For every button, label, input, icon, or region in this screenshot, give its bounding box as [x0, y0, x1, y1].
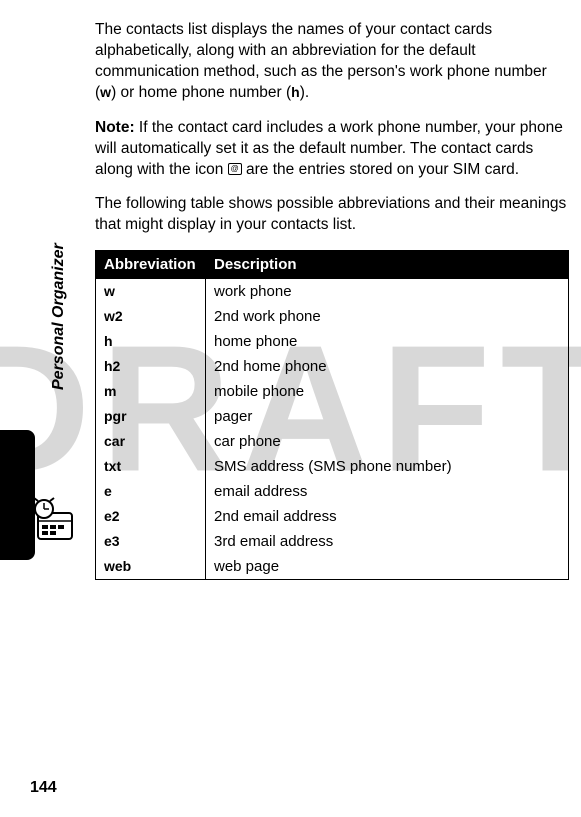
cell-description: email address — [206, 479, 569, 504]
cell-abbreviation: web — [96, 554, 206, 580]
abbr-h-inline: h — [291, 84, 300, 100]
table-row: wwork phone — [96, 279, 569, 305]
table-row: pgrpager — [96, 404, 569, 429]
cell-abbreviation: w2 — [96, 304, 206, 329]
table-row: e33rd email address — [96, 529, 569, 554]
abbreviation-table: Abbreviation Description wwork phonew22n… — [95, 250, 569, 580]
cell-abbreviation: txt — [96, 454, 206, 479]
abbr-w-inline: w — [100, 84, 111, 100]
table-row: mmobile phone — [96, 379, 569, 404]
cell-abbreviation: e — [96, 479, 206, 504]
table-row: eemail address — [96, 479, 569, 504]
sim-card-icon: @ — [228, 163, 242, 175]
p2-text-2: are the entries stored on your SIM card. — [242, 161, 519, 178]
table-row: hhome phone — [96, 329, 569, 354]
cell-description: mobile phone — [206, 379, 569, 404]
p1-text-2: ) or home phone number ( — [111, 84, 291, 101]
cell-description: home phone — [206, 329, 569, 354]
header-description: Description — [206, 251, 569, 279]
table-row: e22nd email address — [96, 504, 569, 529]
p1-text-3: ). — [300, 84, 309, 101]
table-header-row: Abbreviation Description — [96, 251, 569, 279]
cell-abbreviation: h2 — [96, 354, 206, 379]
cell-description: 2nd work phone — [206, 304, 569, 329]
cell-abbreviation: h — [96, 329, 206, 354]
cell-abbreviation: w — [96, 279, 206, 305]
cell-description: pager — [206, 404, 569, 429]
header-abbreviation: Abbreviation — [96, 251, 206, 279]
table-row: w22nd work phone — [96, 304, 569, 329]
cell-abbreviation: car — [96, 429, 206, 454]
cell-abbreviation: m — [96, 379, 206, 404]
table-row: h22nd home phone — [96, 354, 569, 379]
note-paragraph: Note: If the contact card includes a wor… — [95, 118, 569, 181]
intro-paragraph: The contacts list displays the names of … — [95, 20, 569, 104]
page-content: The contacts list displays the names of … — [0, 0, 581, 600]
cell-description: work phone — [206, 279, 569, 305]
cell-description: car phone — [206, 429, 569, 454]
cell-description: 2nd email address — [206, 504, 569, 529]
cell-abbreviation: e3 — [96, 529, 206, 554]
cell-description: 3rd email address — [206, 529, 569, 554]
table-row: carcar phone — [96, 429, 569, 454]
cell-description: web page — [206, 554, 569, 580]
cell-description: SMS address (SMS phone number) — [206, 454, 569, 479]
table-intro-paragraph: The following table shows possible abbre… — [95, 194, 569, 236]
note-label: Note: — [95, 119, 135, 136]
cell-abbreviation: pgr — [96, 404, 206, 429]
organizer-clock-icon — [30, 495, 80, 545]
table-row: webweb page — [96, 554, 569, 580]
cell-abbreviation: e2 — [96, 504, 206, 529]
cell-description: 2nd home phone — [206, 354, 569, 379]
table-row: txtSMS address (SMS phone number) — [96, 454, 569, 479]
page-number: 144 — [30, 779, 57, 797]
